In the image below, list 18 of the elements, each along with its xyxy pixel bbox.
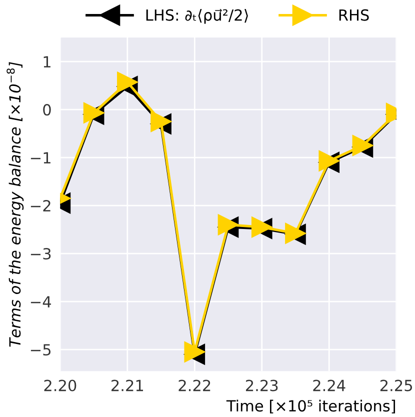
legend-label: LHS: ∂ₜ⟨ρu⃗²/2⟩ — [146, 8, 248, 24]
y-tick-label: 0 — [43, 104, 51, 116]
y-tick-label: −4 — [30, 296, 51, 308]
y-tick-label: −2 — [30, 200, 50, 212]
legend-label: RHS — [339, 9, 369, 21]
y-tick-label: −5 — [30, 344, 51, 356]
x-tick-label: 2.25 — [380, 380, 412, 392]
x-tick-label: 2.24 — [313, 380, 346, 392]
x-tick-label: 2.21 — [112, 380, 144, 392]
y-tick-label: −1 — [30, 152, 50, 164]
x-tick-label: 2.23 — [246, 380, 278, 392]
y-tick-label: −3 — [30, 248, 51, 260]
y-axis-title: Terms of the energy balance [×10$^{−8}$] — [6, 62, 24, 347]
x-tick-label: 2.22 — [178, 380, 210, 392]
y-tick-label: 1 — [44, 56, 50, 68]
x-axis-title: Time [×10⁵ iterations] — [226, 400, 396, 414]
point — [116, 72, 138, 93]
x-tick-label: 2.20 — [44, 380, 76, 392]
